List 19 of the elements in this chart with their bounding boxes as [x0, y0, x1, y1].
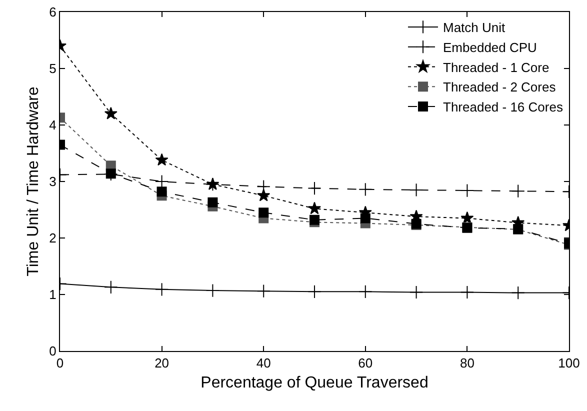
legend-label: Embedded CPU [443, 40, 537, 55]
y-tick-label: 3 [49, 174, 56, 190]
y-tick-label: 0 [49, 344, 56, 359]
y-axis-title: Time Unit / Time Hardware [25, 86, 42, 276]
y-tick-label: 5 [49, 61, 56, 76]
x-tick-label: 100 [558, 356, 580, 371]
x-tick-label: 20 [154, 356, 170, 371]
legend-label: Match Unit [443, 20, 506, 36]
x-tick-label: 60 [358, 356, 373, 371]
x-axis-title: Percentage of Queue Traversed [200, 374, 428, 392]
x-tick-label: 80 [460, 356, 474, 371]
y-tick-label: 6 [49, 4, 56, 20]
legend-label: Threaded - 16 Cores [443, 100, 564, 115]
y-tick-label: 4 [49, 118, 56, 133]
x-tick-label: 40 [256, 356, 271, 371]
legend-label: Threaded - 2 Cores [443, 80, 556, 95]
legend-label: Threaded - 1 Core [443, 60, 550, 75]
y-tick-label: 1 [49, 287, 56, 302]
y-tick-label: 2 [49, 230, 56, 246]
